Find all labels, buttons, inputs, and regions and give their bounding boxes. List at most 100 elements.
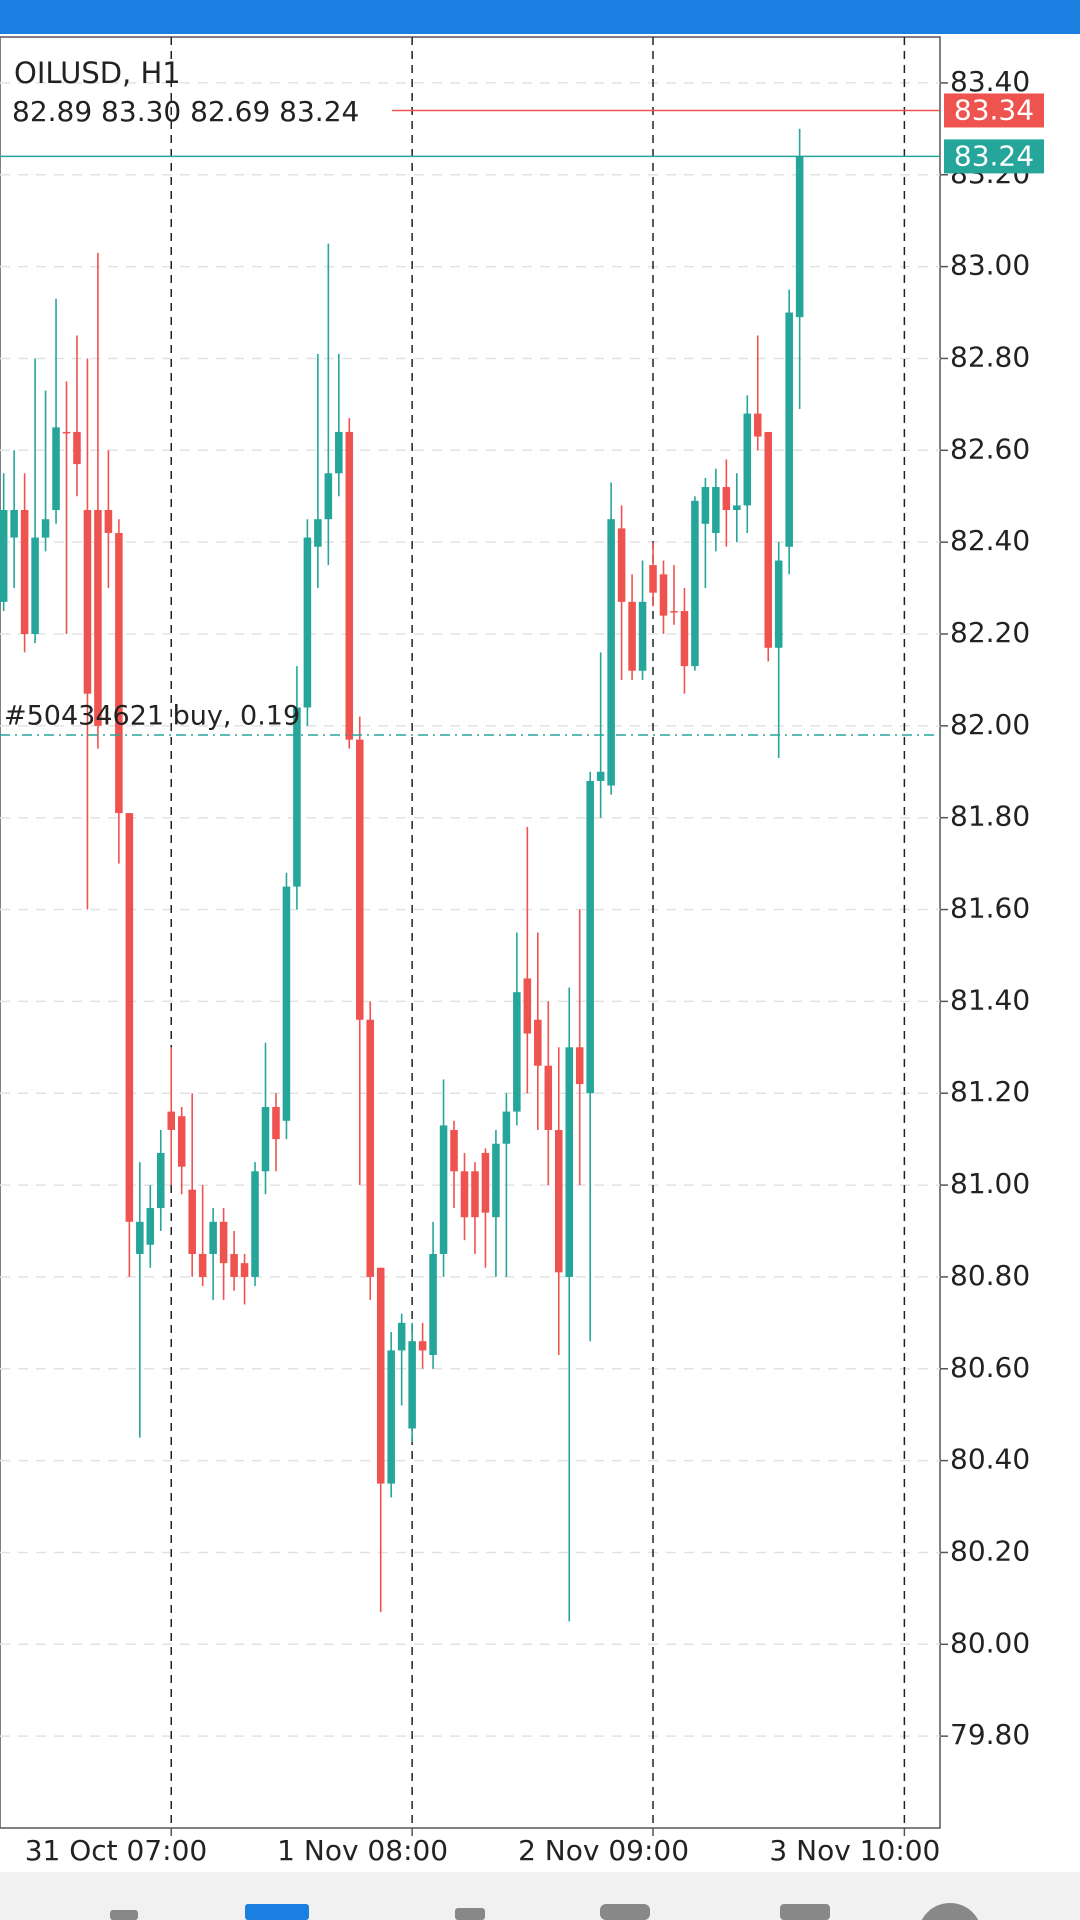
- y-tick-label: 80.40: [950, 1443, 1030, 1476]
- candle-body: [513, 992, 521, 1112]
- candle-body: [251, 1171, 259, 1277]
- candle-body: [156, 1152, 165, 1209]
- x-tick-label: 3 Nov 10:00: [769, 1834, 940, 1867]
- candle-body: [712, 487, 720, 533]
- grid-layer: 79.80 80.00 80.20 80.40 80.60 80.80 81.00 81.20…: [0, 37, 1030, 1867]
- x-tick-label: 1 Nov 08:00: [277, 1834, 448, 1867]
- candle-body: [31, 537, 39, 634]
- candle-body: [355, 739, 364, 1020]
- candle-body: [795, 156, 804, 318]
- y-tick-label: 81.40: [950, 983, 1030, 1016]
- candle-body: [565, 1047, 574, 1277]
- toolbar-icon[interactable]: [455, 1908, 485, 1920]
- candle-body: [397, 1322, 406, 1351]
- candle-body: [502, 1111, 511, 1144]
- y-tick-label: 80.80: [950, 1259, 1030, 1292]
- candle-body: [62, 431, 71, 434]
- chart-title: OILUSD, H1: [14, 56, 181, 90]
- candle-body: [167, 1111, 176, 1130]
- candle-body: [324, 473, 333, 520]
- candle-body: [649, 565, 657, 593]
- toolbar-icon[interactable]: [600, 1904, 650, 1920]
- candle-body: [230, 1253, 238, 1277]
- candle-body: [303, 537, 312, 708]
- y-tick-label: 80.60: [950, 1351, 1030, 1384]
- candle-body: [701, 487, 710, 524]
- candle-body: [366, 1019, 375, 1277]
- candle-body: [261, 1107, 270, 1172]
- toolbar-icon[interactable]: [918, 1903, 982, 1920]
- candle-body: [460, 1171, 469, 1218]
- y-tick-label: 82.60: [950, 432, 1030, 465]
- candle-body: [282, 886, 291, 1121]
- y-tick-label: 81.20: [950, 1075, 1030, 1108]
- bid-tag-label: 83.24: [954, 139, 1034, 172]
- candle-body: [314, 519, 322, 547]
- candle-body: [376, 1267, 385, 1484]
- ohlc-text: 82.89 83.30 82.69 83.24: [12, 95, 359, 128]
- candle-body: [240, 1263, 249, 1277]
- y-tick-label: 79.80: [950, 1718, 1030, 1751]
- candle-body: [0, 510, 8, 602]
- candle-body: [73, 431, 81, 465]
- candle-body: [94, 510, 102, 726]
- y-tick-label: 82.40: [950, 524, 1030, 557]
- y-tick-label: 82.80: [950, 340, 1030, 373]
- ask-tag: [944, 93, 1044, 128]
- candle-body: [10, 510, 18, 538]
- candle-body: [408, 1341, 416, 1429]
- candle-body: [188, 1189, 196, 1254]
- candle-body: [733, 505, 741, 511]
- candle-body: [198, 1253, 207, 1277]
- status-bar: [0, 0, 1080, 34]
- y-tick-label: 83.40: [950, 65, 1030, 98]
- toolbar-icons: [110, 1903, 982, 1920]
- candle-body: [586, 780, 594, 1094]
- candle-body: [691, 500, 699, 667]
- candle-body: [136, 1221, 144, 1254]
- candle-body: [125, 813, 134, 1222]
- bottom-toolbar: [0, 1872, 1080, 1920]
- candle-body: [544, 1065, 553, 1130]
- candle-body: [345, 431, 354, 740]
- candle-body: [177, 1116, 186, 1167]
- candle-body: [638, 601, 647, 671]
- y-tick-label: 83.00: [950, 249, 1030, 282]
- y-tick-label: 82.20: [950, 616, 1030, 649]
- candle-body: [753, 413, 762, 437]
- candle-body: [209, 1221, 217, 1254]
- toolbar-icon[interactable]: [780, 1904, 830, 1920]
- y-tick-label: 80.20: [950, 1534, 1030, 1567]
- toolbar-icon[interactable]: [110, 1910, 138, 1920]
- y-tick-label: 80.00: [950, 1626, 1030, 1659]
- y-tick-label: 81.60: [950, 892, 1030, 925]
- candle-body: [115, 532, 123, 814]
- candle-body: [722, 487, 731, 511]
- candle-body: [418, 1341, 427, 1351]
- bid-tag: [944, 139, 1044, 174]
- y-tick-label: 81.80: [950, 800, 1030, 833]
- plot-frame: [0, 36, 941, 1829]
- candle-body: [293, 707, 301, 887]
- candle-body: [104, 510, 113, 533]
- candle-body: [774, 560, 783, 648]
- candle-body: [481, 1152, 490, 1213]
- candle-body: [492, 1143, 500, 1218]
- candle-body: [439, 1125, 448, 1254]
- candle-body: [617, 528, 626, 602]
- candle-body: [575, 1047, 584, 1085]
- toolbar-icon[interactable]: [245, 1904, 309, 1920]
- candle-body: [41, 519, 50, 538]
- x-tick-label: 31 Oct 07:00: [25, 1834, 208, 1867]
- candle-body: [52, 427, 60, 511]
- overlay-layer: #50434621 buy, 0.19 83.34 83.24: [0, 93, 1044, 736]
- candle-body: [607, 519, 615, 786]
- candle-body: [471, 1171, 479, 1218]
- candle-body: [450, 1129, 458, 1172]
- candle-body: [272, 1107, 280, 1140]
- candle-body: [219, 1221, 228, 1264]
- candle-body: [335, 431, 343, 474]
- candle-body: [670, 611, 678, 613]
- candle-body: [146, 1208, 155, 1245]
